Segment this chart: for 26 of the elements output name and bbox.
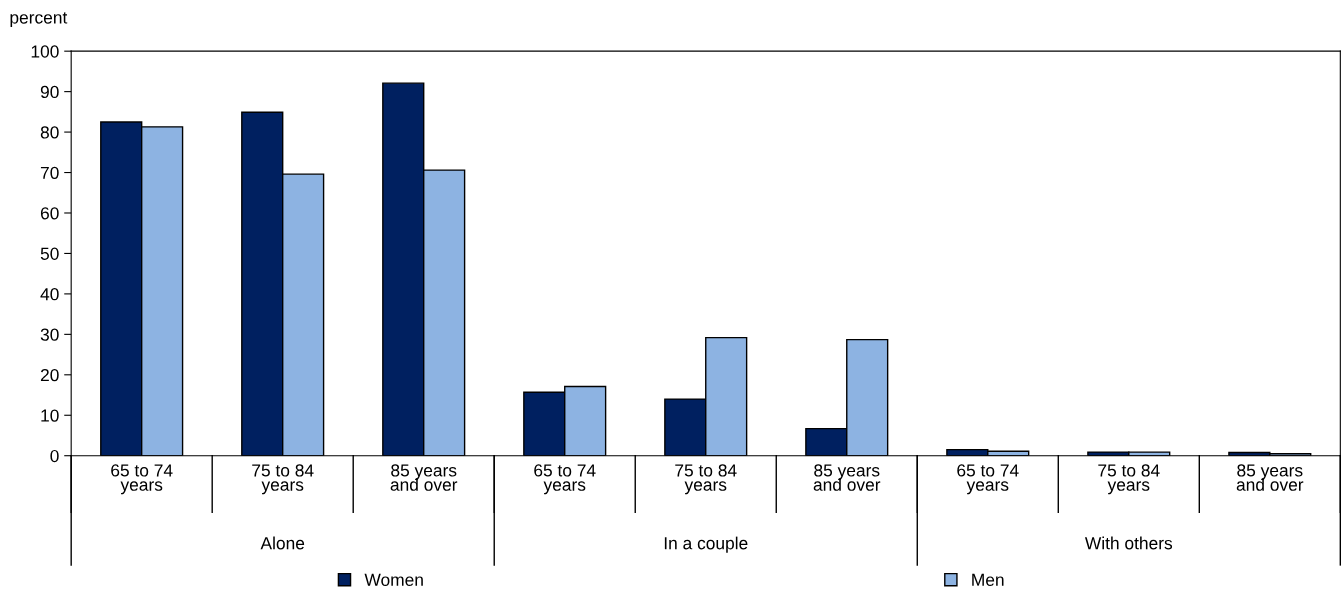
x-tick-label: 65 to 74 years bbox=[957, 464, 1019, 495]
y-tick-label: 20 bbox=[40, 368, 59, 382]
y-tick-label: 80 bbox=[40, 126, 59, 139]
text: With others bbox=[1084, 536, 1173, 550]
text: In a couple bbox=[664, 536, 748, 553]
x-tick-label: 75 to 84 years bbox=[675, 464, 737, 495]
y-tick-label: 100 bbox=[31, 45, 59, 58]
y-tick-label: 30 bbox=[40, 328, 59, 341]
x-tick-label: 65 to 74 years bbox=[534, 464, 596, 495]
x-tick-label: 65 to 74 years bbox=[111, 464, 173, 495]
y-tick-label: 0 bbox=[50, 449, 59, 463]
y-axis-title: percent bbox=[10, 12, 68, 28]
x-tick-label: 85 years and over bbox=[1236, 464, 1304, 491]
x-tick-label: 85 years and over bbox=[813, 464, 881, 491]
y-tick-label: 50 bbox=[40, 247, 59, 260]
legend-label: Men bbox=[972, 573, 1004, 586]
y-tick-label: 40 bbox=[40, 288, 59, 301]
x-tick-label: 75 to 84 years bbox=[1098, 464, 1160, 495]
legend-label: Women bbox=[364, 573, 423, 586]
text: Alone bbox=[260, 536, 305, 550]
x-tick-label: 85 years and over bbox=[390, 464, 458, 491]
y-tick-label: 60 bbox=[40, 207, 59, 220]
x-tick-label: 75 to 84 years bbox=[252, 464, 314, 495]
y-tick-label: 90 bbox=[40, 85, 59, 99]
y-tick-label: 10 bbox=[41, 409, 59, 422]
y-tick-label: 70 bbox=[40, 166, 59, 179]
